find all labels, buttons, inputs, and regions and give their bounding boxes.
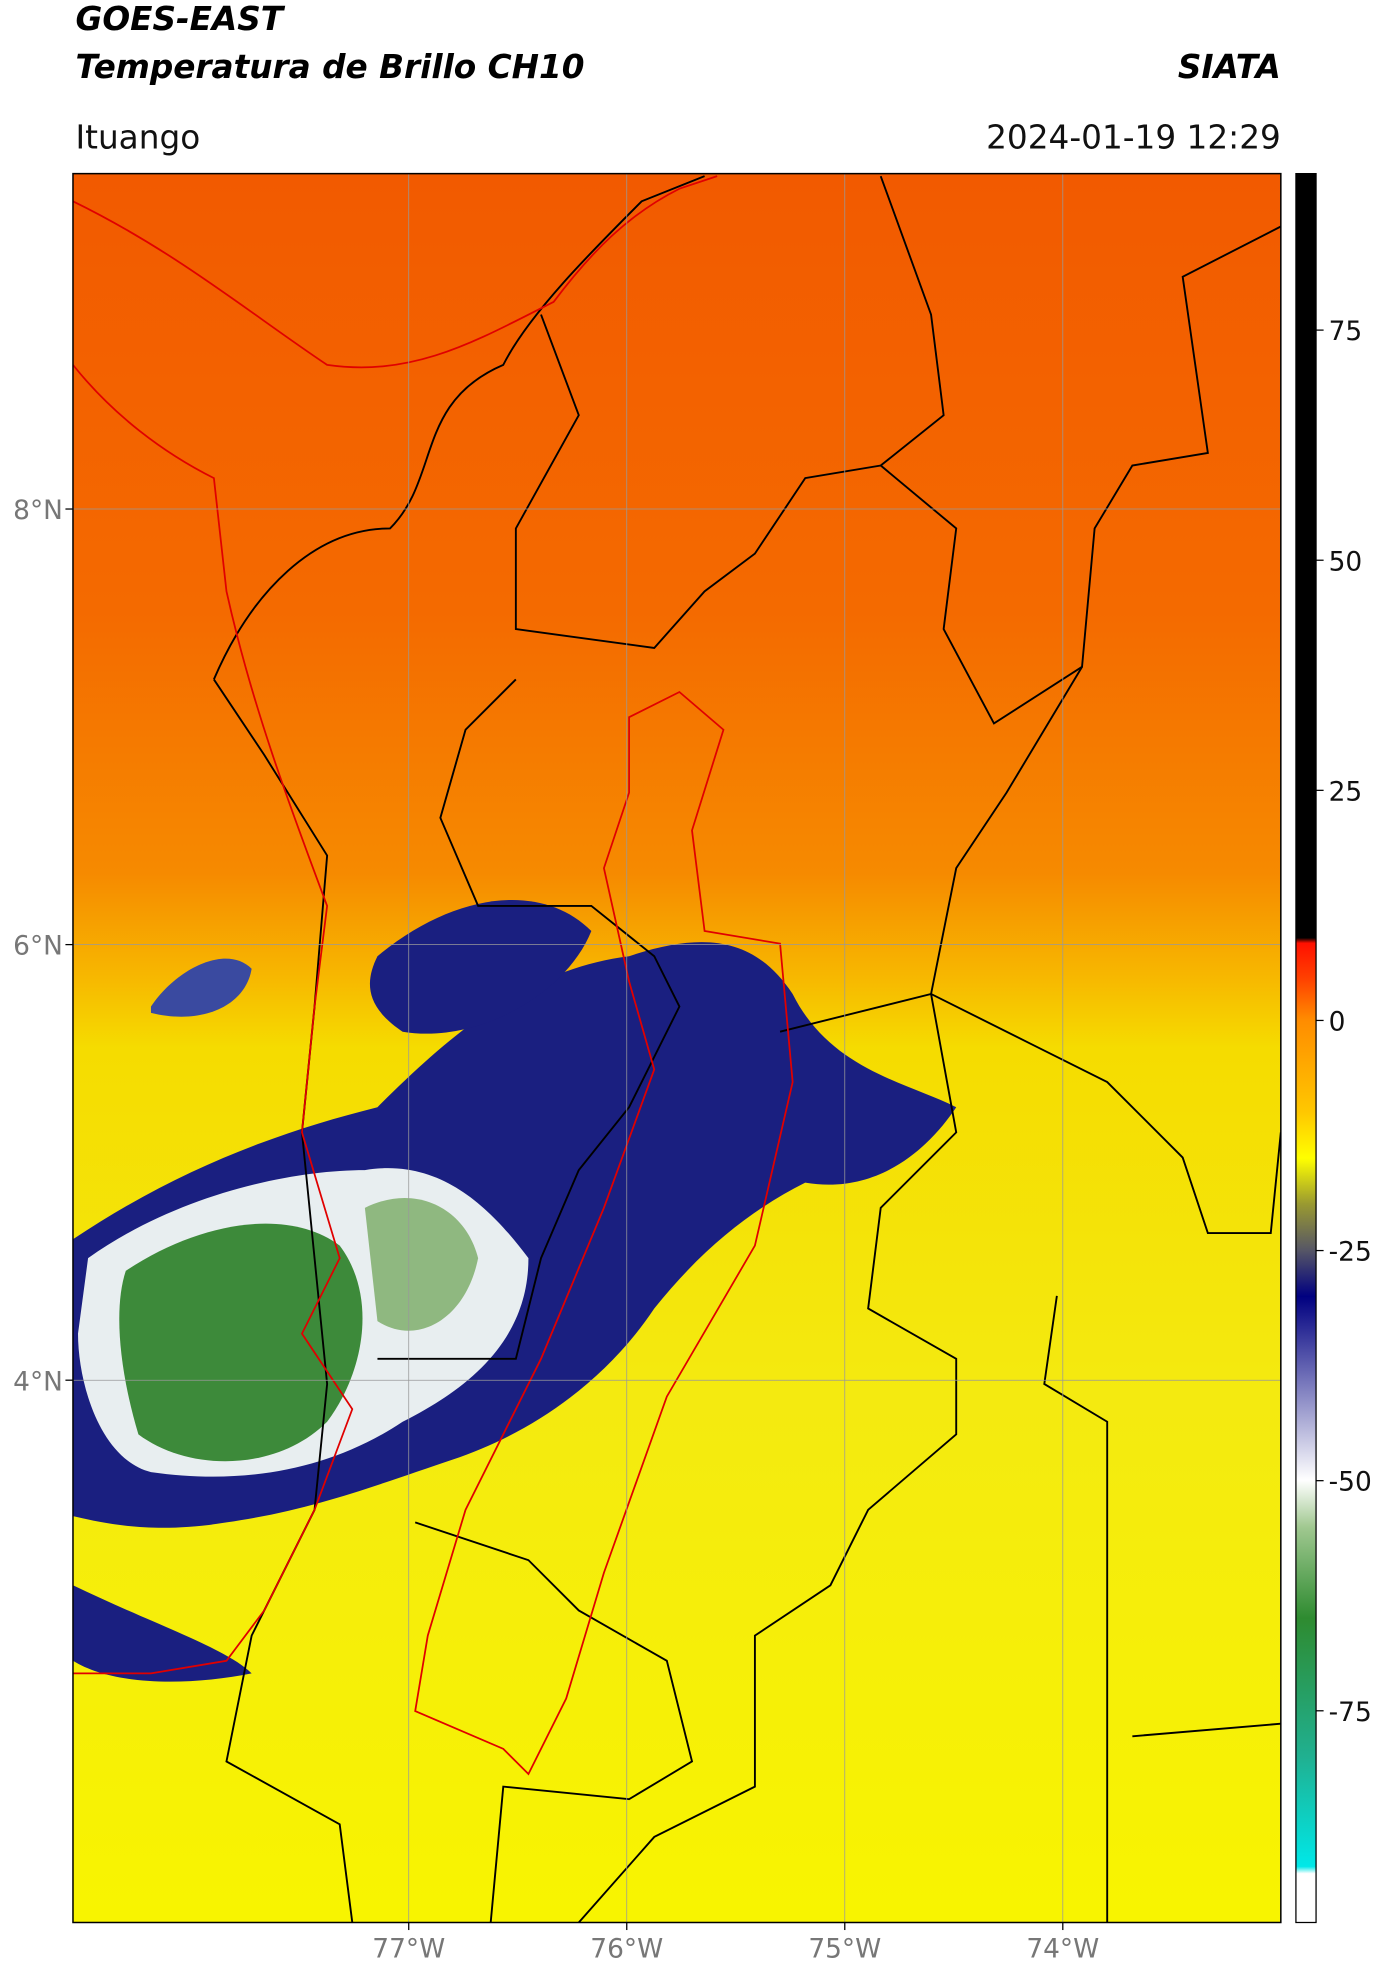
coastline-and-region — [72, 175, 794, 1776]
coastline — [72, 364, 354, 1675]
x-tick-label: 75°W — [808, 1934, 881, 1965]
border-line — [514, 175, 945, 649]
colorbar-tick-label: 0 — [1329, 1007, 1346, 1038]
location: Ituango — [75, 118, 200, 156]
coastline — [72, 175, 718, 369]
cloud-cold — [72, 1585, 252, 1682]
x-tick-label: 74°W — [1026, 1934, 1099, 1965]
x-tick-label: 76°W — [590, 1934, 663, 1965]
title: Temperatura de Brillo CH10 — [75, 48, 584, 86]
colorbar-tick-label: 75 — [1329, 316, 1363, 347]
graticule — [72, 173, 1281, 1923]
colorbar-tick-label: 25 — [1329, 776, 1363, 807]
brand: SIATA — [1178, 48, 1281, 86]
y-tick-label: 8°N — [13, 495, 63, 526]
colorbar-tick-label: -25 — [1329, 1237, 1372, 1268]
colorbar-tick-label: -50 — [1329, 1467, 1372, 1498]
border-line — [578, 666, 1083, 1923]
cloud-colder — [364, 1197, 479, 1331]
colorbar-tick-label: -75 — [1329, 1697, 1372, 1728]
y-tick-label: 6°N — [13, 931, 63, 962]
cloud-coldest — [119, 1223, 363, 1462]
borders — [213, 175, 1281, 1923]
region-outline — [414, 690, 794, 1776]
border-line — [779, 992, 1281, 1234]
border-line — [1043, 1295, 1281, 1923]
cloud-cold — [369, 899, 592, 1034]
cloud-cold — [150, 958, 252, 1017]
colorbar-tick-label: 50 — [1329, 546, 1363, 577]
border-line — [213, 678, 354, 1923]
colorbar — [1295, 172, 1317, 1924]
border-line — [213, 175, 705, 680]
border-line — [880, 225, 1281, 725]
title: GOES-EAST — [75, 0, 285, 38]
plot-frame — [72, 172, 1282, 1924]
datetime: 2024-01-19 12:29 — [986, 118, 1281, 156]
border-line — [414, 1521, 694, 1923]
border-line — [377, 678, 681, 1360]
imagery — [72, 173, 1281, 1923]
y-tick-label: 4°N — [13, 1366, 63, 1397]
x-tick-label: 77°W — [372, 1934, 445, 1965]
